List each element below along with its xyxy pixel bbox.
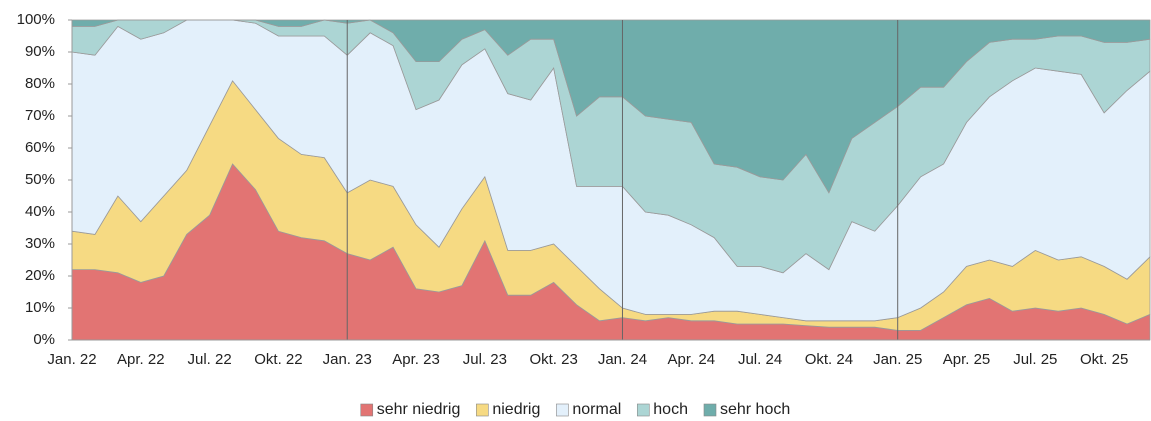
legend-swatch xyxy=(556,403,569,417)
legend-swatch xyxy=(636,403,650,417)
x-tick-label: Jul. 24 xyxy=(738,351,782,368)
x-tick-label: Jan. 25 xyxy=(873,351,922,368)
x-tick-label: Okt. 22 xyxy=(254,351,302,368)
legend-swatch xyxy=(476,403,489,417)
legend-swatch xyxy=(360,403,374,417)
x-tick-label: Okt. 23 xyxy=(529,351,577,368)
legend-label: sehr niedrig xyxy=(377,401,461,418)
y-tick-label: 20% xyxy=(25,267,55,284)
x-tick-label: Jul. 22 xyxy=(188,351,232,368)
x-tick-label: Apr. 23 xyxy=(392,351,440,368)
x-tick-label: Jan. 23 xyxy=(323,351,372,368)
x-tick-label: Apr. 22 xyxy=(117,351,165,368)
y-tick-label: 60% xyxy=(25,139,55,156)
y-tick-label: 80% xyxy=(25,75,55,92)
area xyxy=(71,19,1151,194)
y-tick-label: 90% xyxy=(25,43,55,60)
x-tick-label: Jul. 25 xyxy=(1013,351,1057,368)
x-tick-label: Okt. 24 xyxy=(805,351,853,368)
y-tick-label: 100% xyxy=(17,11,55,28)
x-tick-label: Jan. 24 xyxy=(598,351,647,368)
legend-label: hoch xyxy=(653,401,688,418)
x-tick-label: Jan. 22 xyxy=(47,351,96,368)
y-tick-label: 70% xyxy=(25,107,55,124)
x-tick-label: Apr. 25 xyxy=(943,351,991,368)
y-tick-label: 50% xyxy=(25,171,55,188)
legend-label: normal xyxy=(572,401,621,418)
legend-label: sehr hoch xyxy=(720,401,790,418)
x-tick-label: Okt. 25 xyxy=(1080,351,1128,368)
legend: sehr niedrig niedrig normal hoch sehr hoch xyxy=(360,401,790,418)
y-tick-label: 10% xyxy=(25,299,55,316)
legend-label: niedrig xyxy=(492,401,540,418)
x-tick-label: Apr. 24 xyxy=(668,351,716,368)
legend-swatch xyxy=(703,403,717,417)
y-tick-label: 0% xyxy=(33,331,55,348)
y-tick-label: 30% xyxy=(25,235,55,252)
y-tick-label: 40% xyxy=(25,203,55,220)
x-tick-label: Jul. 23 xyxy=(463,351,507,368)
